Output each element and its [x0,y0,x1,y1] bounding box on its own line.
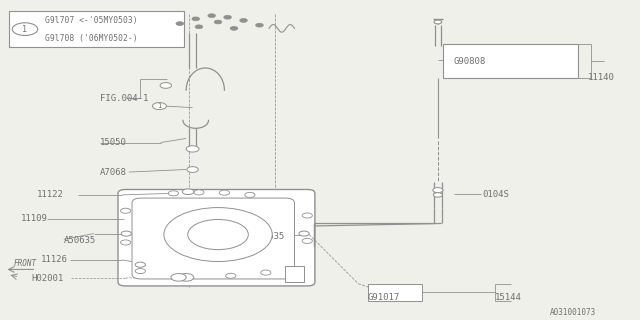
Circle shape [121,231,131,236]
Text: A50635: A50635 [253,232,285,241]
Circle shape [168,191,179,196]
Text: 11122: 11122 [36,190,63,199]
Text: G9l708 ('06MY0502-): G9l708 ('06MY0502-) [45,34,138,43]
Circle shape [135,262,145,267]
FancyBboxPatch shape [132,198,294,279]
Text: 15144: 15144 [495,293,522,302]
Circle shape [433,193,442,197]
Circle shape [194,190,204,195]
Text: 11140: 11140 [588,73,614,82]
Bar [285,266,304,282]
Ellipse shape [188,220,248,250]
Text: 11126: 11126 [41,255,68,264]
Text: G91017: G91017 [368,293,400,302]
Circle shape [433,188,443,193]
Circle shape [434,20,442,24]
Circle shape [214,20,222,24]
Circle shape [187,167,198,172]
Circle shape [120,208,131,213]
Circle shape [195,25,203,29]
Text: FRONT: FRONT [14,259,37,268]
Bar [9,11,184,47]
Circle shape [135,268,145,274]
Circle shape [245,192,255,197]
Circle shape [176,22,184,26]
Text: FIG.004-1: FIG.004-1 [100,94,148,103]
Text: A50635: A50635 [64,236,96,245]
Text: 15050: 15050 [100,138,127,147]
Circle shape [220,190,230,195]
Circle shape [179,274,194,281]
Circle shape [255,23,263,27]
Text: A7068: A7068 [100,168,127,177]
Circle shape [299,231,309,236]
Circle shape [302,238,312,244]
Circle shape [260,270,271,275]
FancyBboxPatch shape [118,189,315,286]
Text: 1: 1 [22,25,28,34]
Circle shape [230,27,238,30]
Circle shape [182,189,194,195]
Circle shape [302,213,312,218]
Circle shape [120,240,131,245]
Text: G9l707 <-'05MY0503): G9l707 <-'05MY0503) [45,16,138,25]
Circle shape [12,23,38,36]
Text: 11109: 11109 [20,214,47,223]
Circle shape [192,17,200,21]
Text: 1: 1 [157,103,161,109]
Text: 0104S: 0104S [483,190,509,199]
Circle shape [152,103,166,109]
Circle shape [240,19,247,22]
Circle shape [224,15,232,19]
Text: G90808: G90808 [454,57,486,66]
Circle shape [208,14,216,18]
Bar [443,44,578,77]
Circle shape [226,273,236,278]
Text: H02001: H02001 [31,274,63,283]
Ellipse shape [164,208,272,261]
Circle shape [171,274,186,281]
Circle shape [186,146,199,152]
Bar [368,284,422,301]
Text: A031001073: A031001073 [549,308,596,317]
Circle shape [160,83,172,88]
